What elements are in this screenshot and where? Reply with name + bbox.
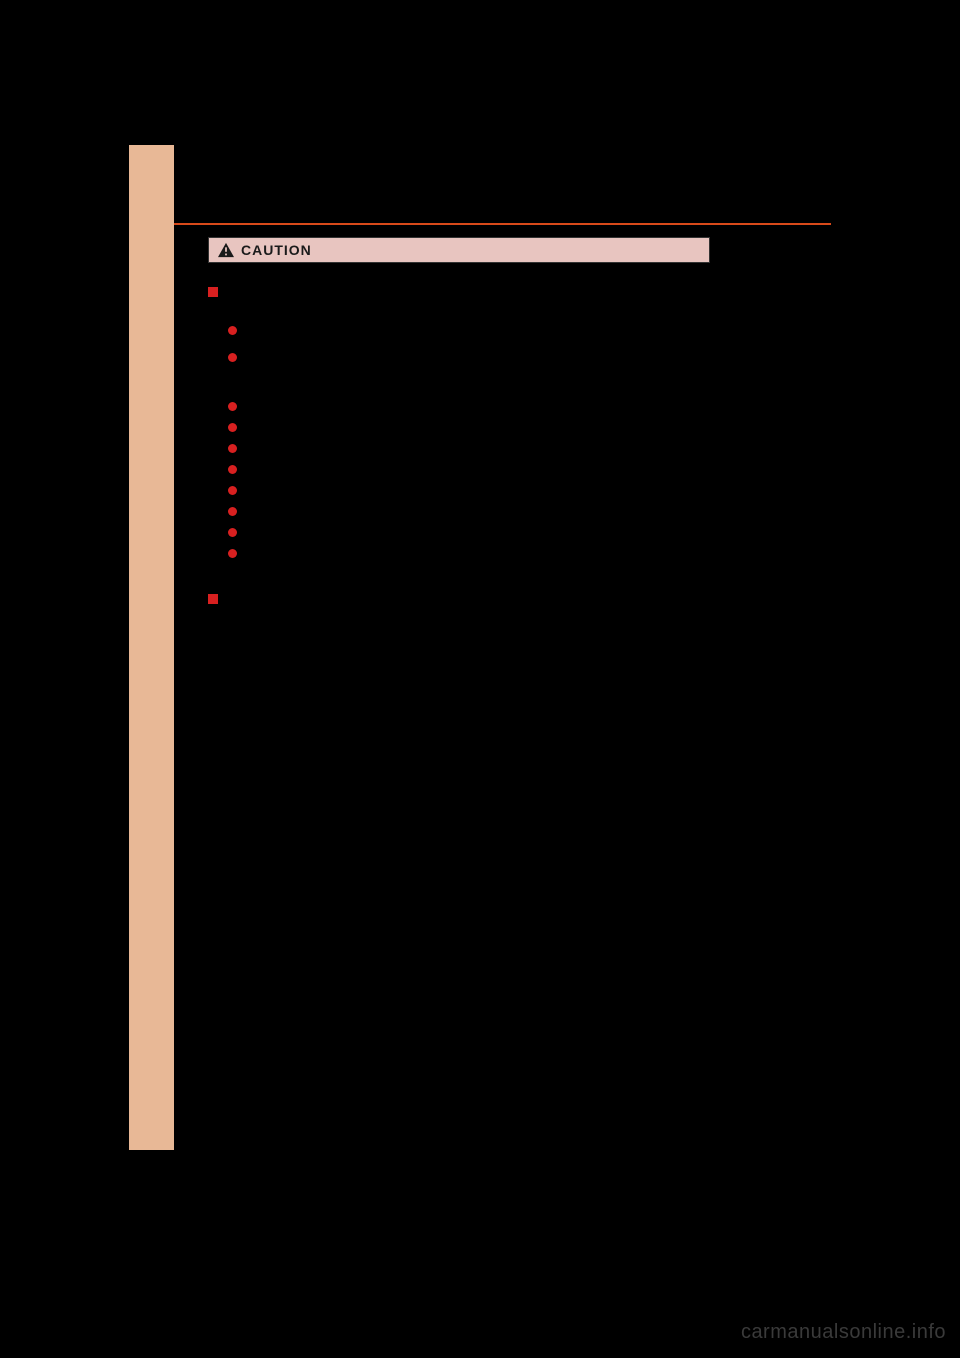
side-tab [129,145,174,1150]
warning-triangle-icon [217,242,235,258]
bullet-item [228,353,237,362]
bullet-item [228,402,237,411]
bullet-item [228,486,237,495]
caution-box: CAUTION [208,237,710,263]
bullet-item [228,444,237,453]
header-divider [174,223,831,225]
section-marker [208,287,218,297]
section-marker [208,594,218,604]
bullet-item [228,507,237,516]
bullet-list-1 [228,326,831,558]
manual-page: CAUTION [129,145,831,1150]
bullet-item [228,549,237,558]
caution-label: CAUTION [241,242,312,258]
page-content: CAUTION [174,145,831,1150]
bullet-item [228,465,237,474]
bullet-item [228,423,237,432]
watermark: carmanualsonline.info [741,1321,946,1344]
bullet-item [228,326,237,335]
bullet-item [228,528,237,537]
